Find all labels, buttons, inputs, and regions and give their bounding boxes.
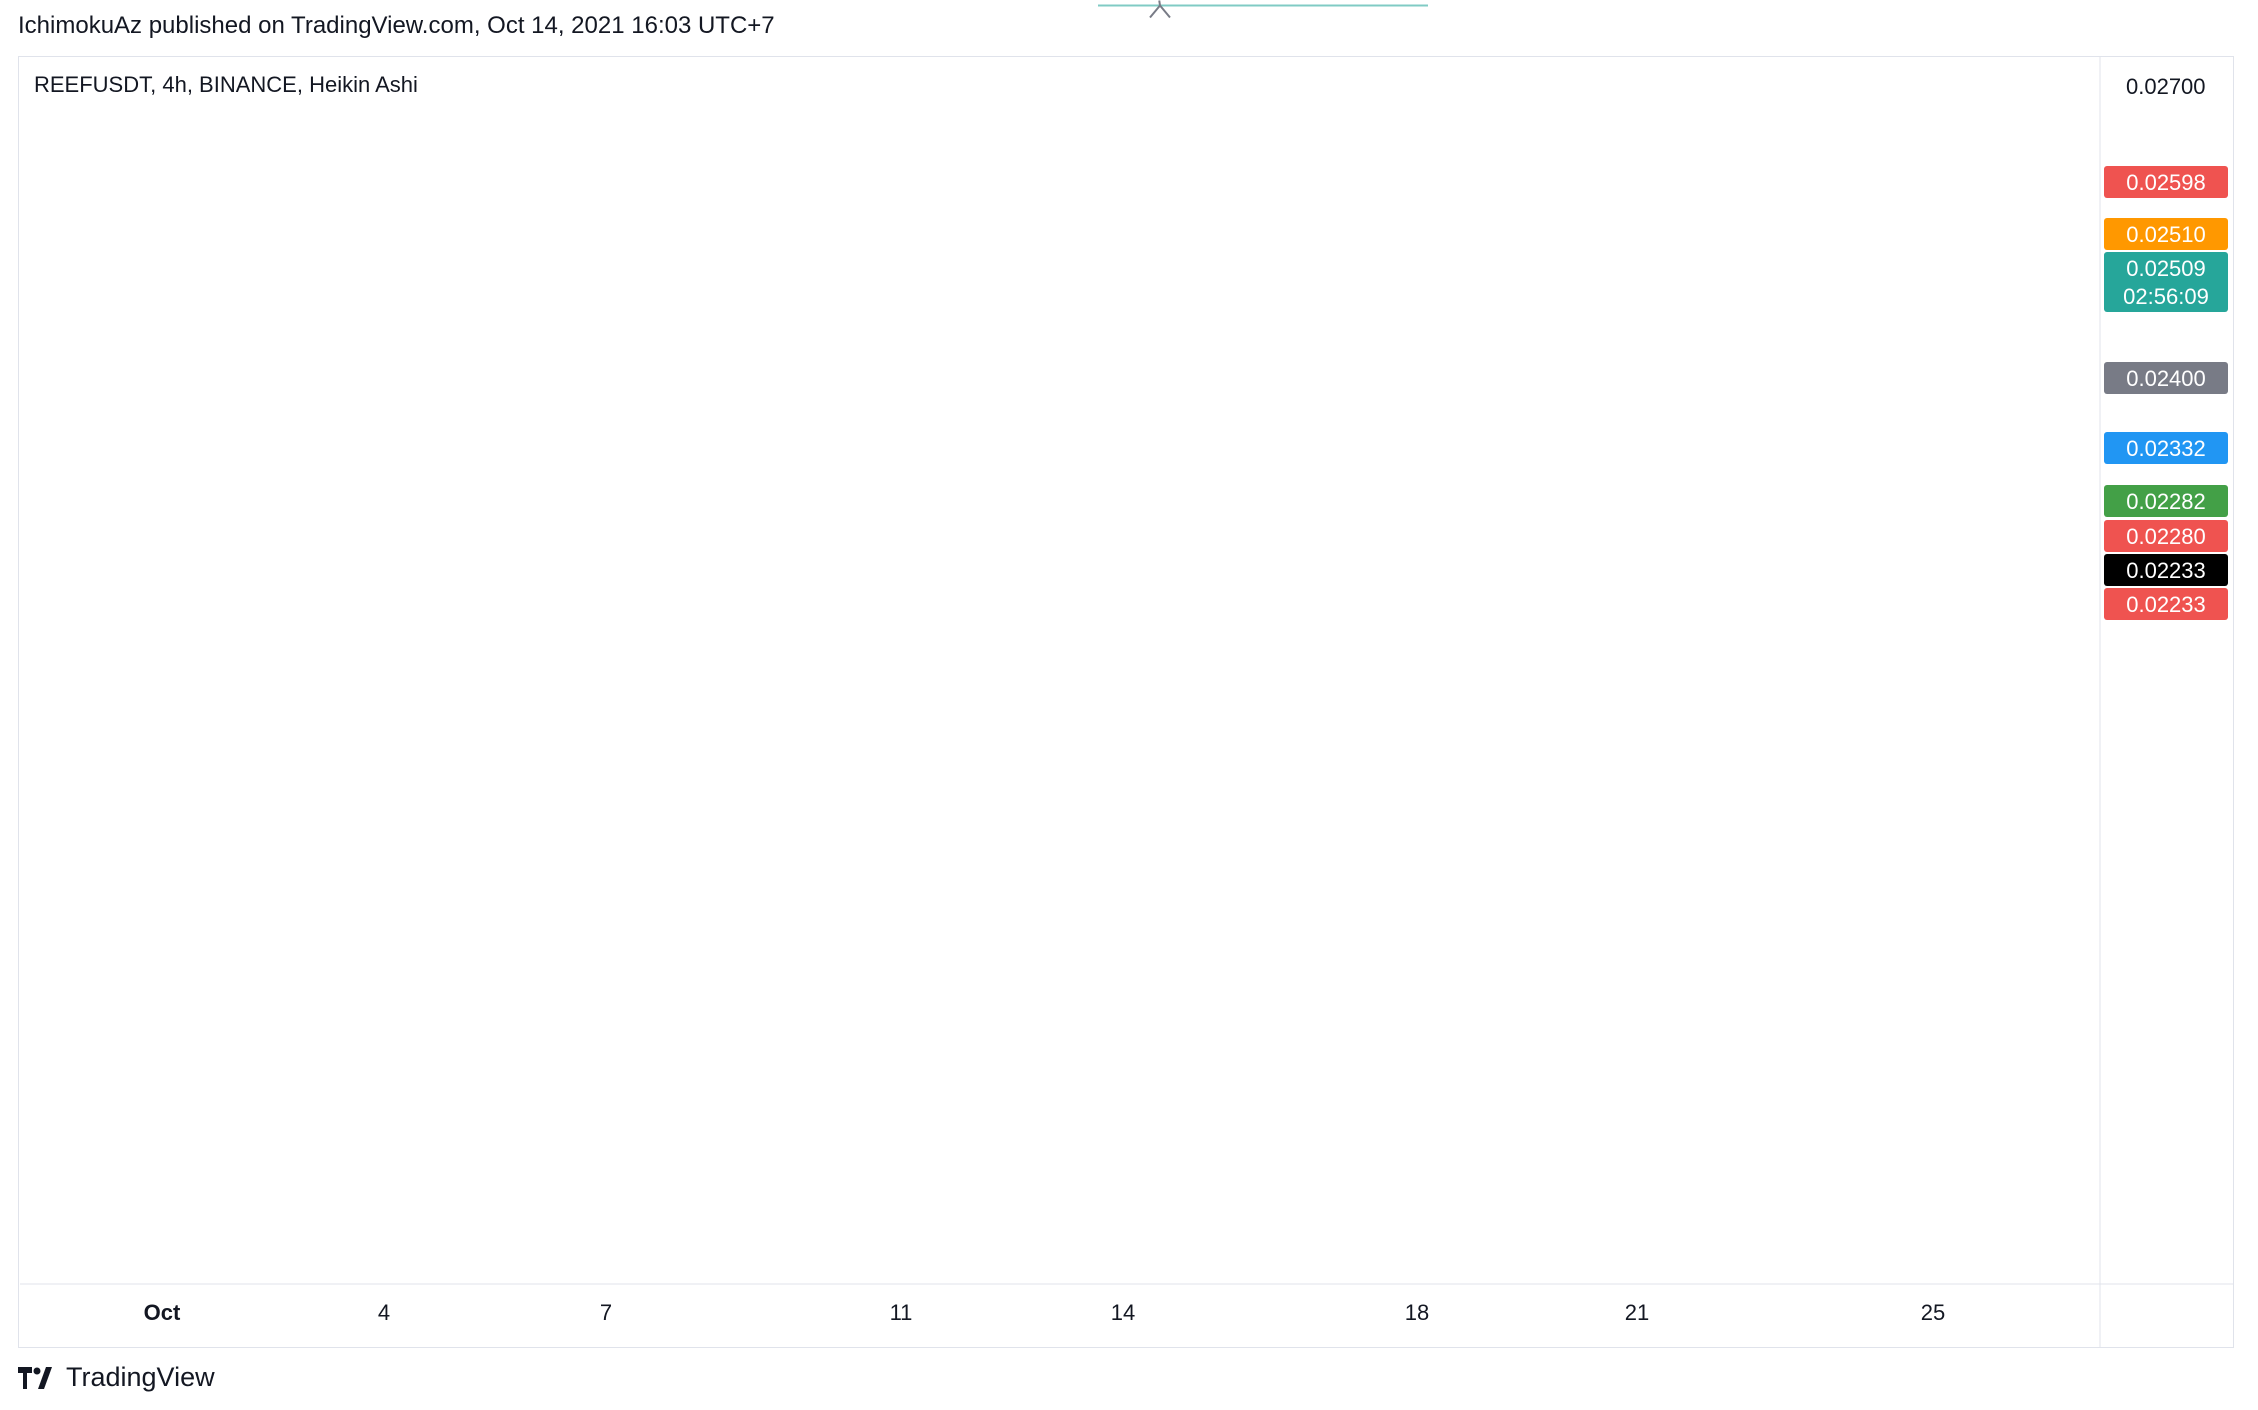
- price-label-badge: [2104, 554, 2228, 586]
- x-tick-label: 18: [1405, 1300, 1429, 1325]
- price-label-value: 0.02282: [2126, 489, 2206, 514]
- price-label-value: 0.02280: [2126, 524, 2206, 549]
- x-axis-ticks: Oct 4 7 11 14 18 21 25: [144, 1300, 1946, 1325]
- price-label-value: 0.02233: [2126, 592, 2206, 617]
- price-label-value: 0.02510: [2126, 222, 2206, 247]
- price-label-badge: [2104, 485, 2228, 517]
- price-label-countdown: 02:56:09: [2123, 284, 2209, 309]
- price-label-value: 0.02598: [2126, 170, 2206, 195]
- tradingview-brand: TradingView: [66, 1362, 215, 1392]
- x-tick-label: 25: [1921, 1300, 1945, 1325]
- price-label-badge: [2104, 520, 2228, 552]
- price-label-badge: [2104, 362, 2228, 394]
- y-tick-label: 0.02700: [2126, 74, 2206, 99]
- price-label-badge: [2104, 166, 2228, 198]
- publisher-header: IchimokuAz published on TradingView.com,…: [18, 12, 775, 39]
- position-zone: [1098, 0, 1428, 19]
- x-tick-label: 11: [890, 1300, 913, 1325]
- price-labels: 0.02598 0.02510 0.02509 02:56:09 0.02400 0.02…: [2104, 166, 2228, 620]
- tradingview-logo-icon: [18, 1366, 52, 1389]
- x-tick-label: 4: [378, 1300, 390, 1325]
- axis-layer: [20, 56, 2234, 1348]
- price-label-badge: [2104, 432, 2228, 464]
- tradingview-footer[interactable]: TradingView: [18, 1362, 215, 1393]
- y-axis-ticks: 0.027000.023000.021000.020000.019400.018…: [2126, 74, 2206, 99]
- x-tick-label: 14: [1111, 1300, 1135, 1325]
- x-tick-label: 21: [1625, 1300, 1649, 1325]
- price-label-value: 0.02233: [2126, 558, 2206, 583]
- price-label-badge: [2104, 218, 2228, 250]
- price-label-value: 0.02332: [2126, 436, 2206, 461]
- x-tick-label: 7: [600, 1300, 612, 1325]
- price-label-value: 0.02509: [2126, 256, 2206, 281]
- projection-arrow-head: [1149, 3, 1171, 19]
- price-label-badge: [2104, 588, 2228, 620]
- price-label-value: 0.02400: [2126, 366, 2206, 391]
- chart-frame: [18, 56, 2234, 1348]
- x-tick-label: Oct: [144, 1300, 181, 1325]
- price-label-badge: [2104, 252, 2228, 312]
- chart-title: REEFUSDT, 4h, BINANCE, Heikin Ashi: [34, 72, 418, 97]
